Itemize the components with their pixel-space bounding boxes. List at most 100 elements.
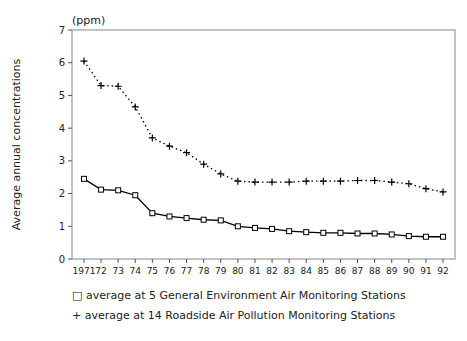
x-tick xyxy=(425,259,426,263)
x-tick-label: 1971 xyxy=(73,266,96,276)
x-tick-label: 88 xyxy=(369,266,381,276)
y-tick xyxy=(68,62,72,63)
point-square xyxy=(287,229,292,234)
point-square xyxy=(252,225,257,230)
point-square xyxy=(372,231,377,236)
point-plus xyxy=(115,83,122,90)
x-tick-label: 82 xyxy=(266,266,277,276)
x-tick xyxy=(374,259,375,263)
x-tick-label: 81 xyxy=(249,266,260,276)
point-plus xyxy=(405,180,412,187)
point-square xyxy=(304,230,309,235)
y-tick-label: 0 xyxy=(59,254,65,265)
x-tick xyxy=(220,259,221,263)
x-tick xyxy=(323,259,324,263)
point-plus xyxy=(354,177,361,184)
y-tick-label: 2 xyxy=(59,188,65,199)
legend-entry: + average at 14 Roadside Air Pollution M… xyxy=(72,309,396,322)
y-tick xyxy=(68,30,72,31)
x-tick xyxy=(443,259,444,263)
point-plus xyxy=(80,58,87,65)
point-square xyxy=(116,188,121,193)
y-tick-label: 6 xyxy=(59,57,65,68)
series-line xyxy=(84,179,443,237)
point-plus xyxy=(132,103,139,110)
point-plus xyxy=(269,179,276,186)
point-square xyxy=(338,230,343,235)
annotation: (ppm) xyxy=(72,14,105,27)
point-plus xyxy=(303,178,310,185)
x-tick xyxy=(186,259,187,263)
x-tick xyxy=(135,259,136,263)
point-plus xyxy=(217,170,224,177)
x-tick xyxy=(254,259,255,263)
x-tick xyxy=(391,259,392,263)
x-tick-label: 77 xyxy=(181,266,192,276)
y-tick-label: 1 xyxy=(59,221,65,232)
point-square xyxy=(270,226,275,231)
x-tick-label: 92 xyxy=(437,266,448,276)
chart: 0123456719717273747576777879808182838485… xyxy=(0,0,467,341)
point-square xyxy=(441,234,446,239)
x-tick-label: 84 xyxy=(301,266,313,276)
legend-entry: □ average at 5 General Environment Air M… xyxy=(72,289,406,302)
y-tick-label: 5 xyxy=(59,90,65,101)
x-tick-label: 80 xyxy=(232,266,244,276)
x-tick xyxy=(408,259,409,263)
point-square xyxy=(389,232,394,237)
plot-frame xyxy=(72,30,455,259)
x-tick xyxy=(203,259,204,263)
x-tick-label: 75 xyxy=(147,266,158,276)
point-plus xyxy=(440,188,447,195)
series xyxy=(80,58,446,196)
point-square xyxy=(133,193,138,198)
point-plus xyxy=(371,177,378,184)
x-tick-label: 73 xyxy=(112,266,123,276)
point-plus xyxy=(166,143,173,150)
point-plus xyxy=(422,185,429,192)
x-tick-label: 85 xyxy=(318,266,329,276)
x-tick xyxy=(118,259,119,263)
point-square xyxy=(167,214,172,219)
point-square xyxy=(201,217,206,222)
x-tick xyxy=(169,259,170,263)
point-plus xyxy=(98,82,105,89)
y-axis-label: Average annual concentrations xyxy=(10,58,23,230)
x-tick-label: 89 xyxy=(386,266,398,276)
series xyxy=(81,176,445,239)
x-tick xyxy=(272,259,273,263)
x-tick xyxy=(340,259,341,263)
x-tick-label: 78 xyxy=(198,266,210,276)
point-plus xyxy=(251,179,258,186)
point-plus xyxy=(286,179,293,186)
point-plus xyxy=(149,134,156,141)
point-square xyxy=(321,230,326,235)
point-plus xyxy=(388,179,395,186)
y-tick xyxy=(68,259,72,260)
y-tick xyxy=(68,95,72,96)
point-plus xyxy=(320,178,327,185)
y-tick xyxy=(68,128,72,129)
x-tick-label: 87 xyxy=(352,266,363,276)
point-square xyxy=(355,231,360,236)
y-tick xyxy=(68,226,72,227)
y-tick-label: 3 xyxy=(59,155,65,166)
series-line xyxy=(84,61,443,192)
point-square xyxy=(406,234,411,239)
x-tick xyxy=(237,259,238,263)
x-tick xyxy=(101,259,102,263)
point-square xyxy=(99,187,104,192)
point-plus xyxy=(234,178,241,185)
legend: □ average at 5 General Environment Air M… xyxy=(72,289,406,322)
y-tick-label: 7 xyxy=(59,25,65,36)
point-square xyxy=(235,224,240,229)
x-tick xyxy=(306,259,307,263)
x-tick xyxy=(152,259,153,263)
point-plus xyxy=(183,149,190,156)
point-square xyxy=(423,234,428,239)
x-tick-label: 86 xyxy=(335,266,347,276)
y-tick xyxy=(68,160,72,161)
x-tick-label: 76 xyxy=(164,266,176,276)
x-tick xyxy=(289,259,290,263)
x-tick-label: 74 xyxy=(130,266,142,276)
